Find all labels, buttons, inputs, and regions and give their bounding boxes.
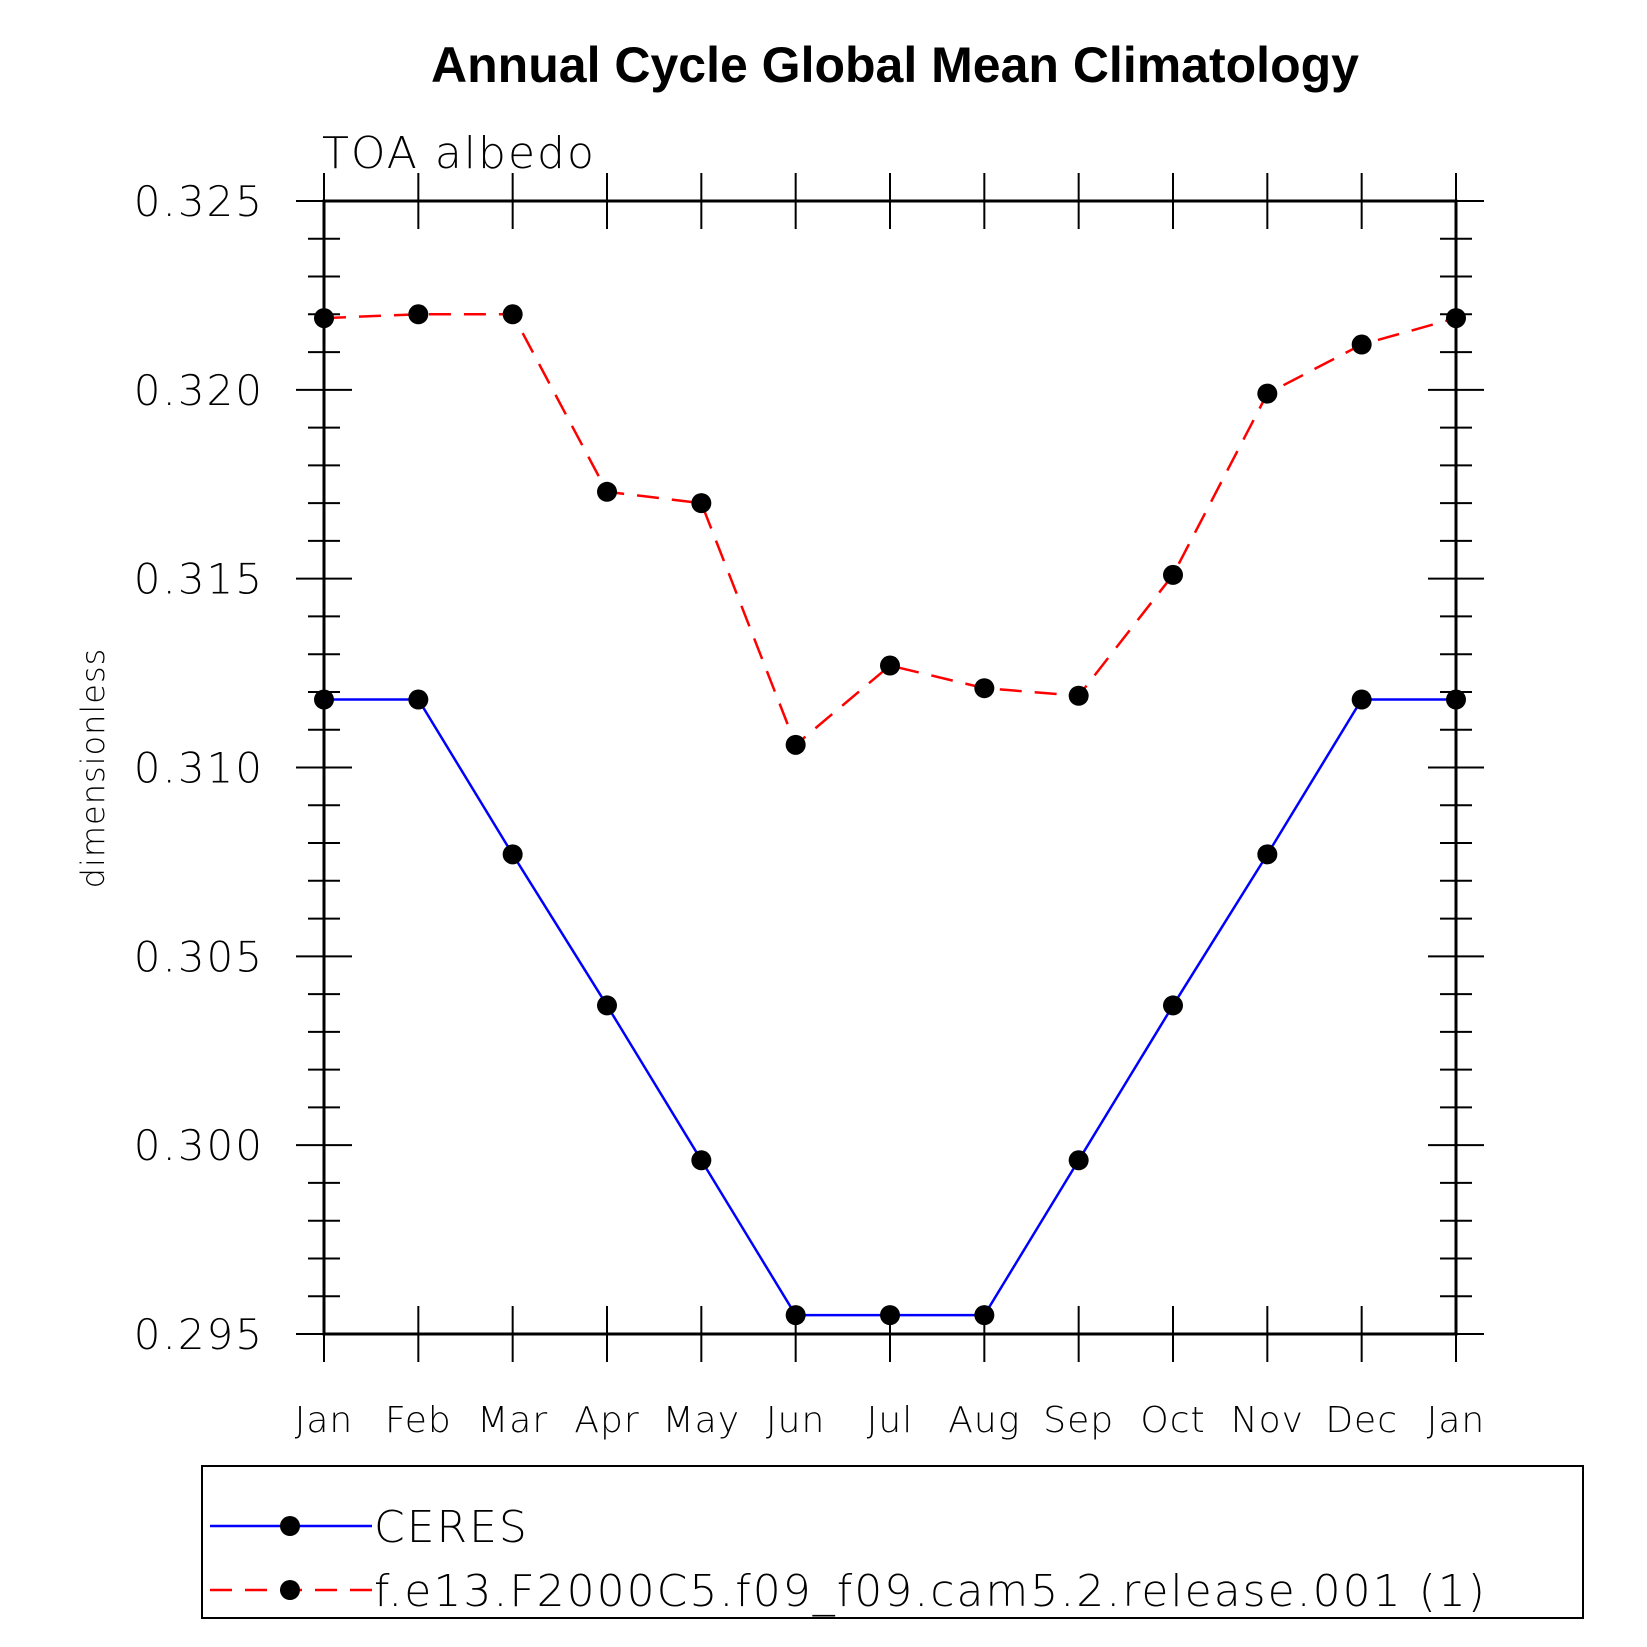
chart-subtitle: TOA albedo <box>322 128 596 179</box>
series-line-2 <box>323 313 1457 747</box>
series-2-point <box>314 308 334 329</box>
legend-marker-2 <box>280 1580 300 1600</box>
series-1-point <box>691 1150 712 1171</box>
series-1-point <box>785 1305 806 1326</box>
series-2-point <box>1351 334 1372 355</box>
x-tick-labels: Jan Feb Mar Apr May Jun Jul Aug Sep Oct Nov Dec Jan <box>295 1400 1486 1441</box>
series-1-point <box>974 1305 995 1326</box>
series-1-point <box>314 689 334 710</box>
series-markers <box>314 304 1466 1326</box>
x-tick-label: Jun <box>766 1400 825 1441</box>
series-2-point <box>691 493 712 514</box>
y-tick-label: 0.310 <box>134 744 264 793</box>
y-tick-label: 0.325 <box>134 177 264 226</box>
series-1-point <box>502 844 523 865</box>
series-2-point <box>880 655 900 676</box>
x-tick-label: Apr <box>574 1400 639 1441</box>
x-tick-label: Aug <box>948 1400 1020 1441</box>
y-tick-label: 0.305 <box>134 932 264 981</box>
axis-ticks <box>296 173 1484 1362</box>
series-2-point <box>1068 685 1089 706</box>
legend-label-2: f.e13.F2000C5.f09_f09.cam5.2.release.001… <box>374 1566 1487 1617</box>
series-2-point <box>974 678 995 699</box>
x-tick-label: Sep <box>1043 1400 1114 1441</box>
plot-frame <box>322 199 1458 1336</box>
x-tick-label: Jul <box>867 1400 913 1441</box>
series-1-point <box>1163 995 1183 1016</box>
series-2-point <box>1257 383 1278 404</box>
series-lines <box>323 313 1457 1317</box>
y-axis-label: dimensionless <box>74 648 112 889</box>
series-2-point <box>408 304 429 325</box>
series-line-1 <box>324 698 1456 1317</box>
legend-label-1: CERES <box>374 1502 529 1553</box>
series-2-point <box>1163 564 1183 585</box>
series-1-point <box>1446 689 1466 710</box>
x-tick-label: Jan <box>295 1400 354 1441</box>
legend: CERES f.e13.F2000C5.f09_f09.cam5.2.releas… <box>201 1465 1584 1619</box>
chart-title: Annual Cycle Global Mean Climatology <box>431 37 1359 93</box>
series-2-point <box>785 734 806 755</box>
x-tick-label: May <box>663 1400 740 1441</box>
legend-marker-1 <box>280 1516 300 1536</box>
x-tick-label: Nov <box>1231 1400 1304 1441</box>
y-tick-label: 0.320 <box>134 366 264 415</box>
legend-box <box>201 1465 1584 1619</box>
series-1-point <box>880 1305 900 1326</box>
series-2-point <box>1446 308 1466 329</box>
series-1-point <box>1351 689 1372 710</box>
series-1-point <box>408 689 429 710</box>
series-1-point <box>597 995 617 1016</box>
x-tick-label: Mar <box>477 1400 548 1441</box>
series-1-point <box>1257 844 1278 865</box>
y-tick-labels: 0.295 0.300 0.305 0.310 0.315 0.320 0.325 <box>134 177 264 1359</box>
x-tick-label: Jan <box>1427 1400 1486 1441</box>
x-tick-label: Oct <box>1140 1400 1205 1441</box>
series-2-point <box>597 481 617 502</box>
x-tick-label: Dec <box>1325 1400 1398 1441</box>
series-1-point <box>1068 1150 1089 1171</box>
x-tick-label: Feb <box>385 1400 452 1441</box>
y-tick-label: 0.295 <box>134 1310 264 1359</box>
y-tick-label: 0.300 <box>134 1121 264 1170</box>
y-tick-label: 0.315 <box>134 555 264 604</box>
series-2-point <box>502 304 523 325</box>
